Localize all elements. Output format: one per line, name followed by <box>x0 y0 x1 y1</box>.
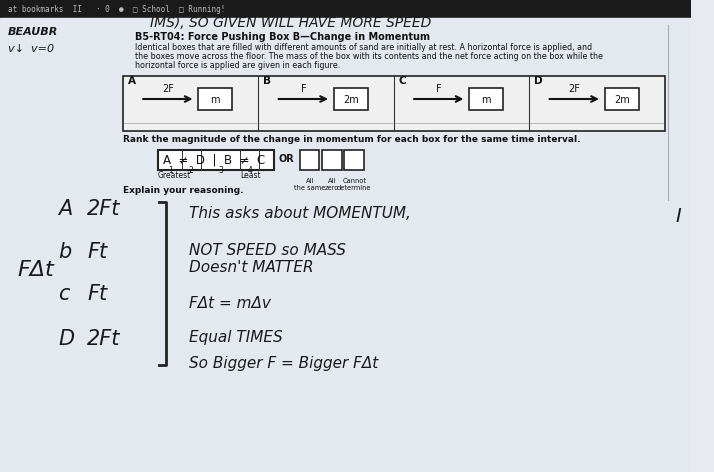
Text: A: A <box>58 199 72 219</box>
Text: c: c <box>58 284 69 304</box>
Text: All
the same: All the same <box>294 178 326 192</box>
Text: 2Ft: 2Ft <box>87 329 121 349</box>
Text: F: F <box>301 84 306 94</box>
Bar <box>322 150 341 170</box>
Text: All
zero: All zero <box>325 178 339 192</box>
Text: Identical boxes that are filled with different amounts of sand are initially at : Identical boxes that are filled with dif… <box>136 43 593 52</box>
Bar <box>605 88 638 110</box>
Text: 3: 3 <box>218 166 223 175</box>
Text: BEAUBR: BEAUBR <box>8 27 58 37</box>
Text: 2Ft: 2Ft <box>87 199 121 219</box>
Bar <box>344 150 364 170</box>
Text: FΔt = mΔv: FΔt = mΔv <box>188 296 271 311</box>
Text: A  ≠  D  |  B  ≠  C: A ≠ D | B ≠ C <box>163 153 265 166</box>
Text: IMS), SO GIVEN WILL HAVE MORE SPEED: IMS), SO GIVEN WILL HAVE MORE SPEED <box>150 16 431 30</box>
Text: m: m <box>481 95 491 105</box>
Text: 4: 4 <box>247 166 252 175</box>
Text: B5-RT04: Force Pushing Box B—Change in Momentum: B5-RT04: Force Pushing Box B—Change in M… <box>136 32 431 42</box>
Bar <box>0 0 691 18</box>
Text: Least: Least <box>240 171 261 180</box>
Bar <box>198 88 232 110</box>
Text: Doesn't MATTER: Doesn't MATTER <box>188 260 313 275</box>
Text: at bookmarks  II   · 0  ●  □ School  □ Running!: at bookmarks II · 0 ● □ School □ Running… <box>8 5 225 14</box>
Text: horizontal force is applied are given in each figure.: horizontal force is applied are given in… <box>136 61 341 70</box>
Text: 2m: 2m <box>614 95 630 105</box>
Text: 1: 1 <box>168 166 173 175</box>
Text: 2m: 2m <box>343 95 358 105</box>
Text: 2F: 2F <box>568 84 580 94</box>
Bar <box>123 76 665 131</box>
Bar <box>469 88 503 110</box>
Text: D: D <box>534 76 543 86</box>
Text: FΔt: FΔt <box>17 260 54 280</box>
Text: the boxes move across the floor. The mass of the box with its contents and the n: the boxes move across the floor. The mas… <box>136 52 603 61</box>
Text: OR: OR <box>278 154 294 164</box>
Text: NOT SPEED so MASS: NOT SPEED so MASS <box>188 243 346 258</box>
Text: A: A <box>128 76 136 86</box>
Text: C: C <box>398 76 406 86</box>
Text: I: I <box>675 207 681 226</box>
Text: Ft: Ft <box>87 284 107 304</box>
Text: Greatest: Greatest <box>158 171 191 180</box>
Bar <box>334 88 368 110</box>
Text: Explain your reasoning.: Explain your reasoning. <box>123 186 243 195</box>
Text: v↓  v=0: v↓ v=0 <box>8 44 54 54</box>
Text: Equal TIMES: Equal TIMES <box>188 330 282 345</box>
Text: Ft: Ft <box>87 242 107 262</box>
Text: This asks about MOMENTUM,: This asks about MOMENTUM, <box>188 206 411 221</box>
Text: m: m <box>211 95 220 105</box>
Text: b: b <box>58 242 71 262</box>
Bar <box>300 150 319 170</box>
Text: 2F: 2F <box>162 84 174 94</box>
Text: D: D <box>58 329 74 349</box>
Text: F: F <box>436 84 441 94</box>
Text: So Bigger F = Bigger FΔt: So Bigger F = Bigger FΔt <box>188 356 378 371</box>
Text: Rank the magnitude of the change in momentum for each box for the same time inte: Rank the magnitude of the change in mome… <box>123 135 580 144</box>
Text: 2: 2 <box>188 166 193 175</box>
Text: Cannot
determine: Cannot determine <box>337 178 371 192</box>
Bar <box>158 150 274 170</box>
Text: B: B <box>263 76 271 86</box>
